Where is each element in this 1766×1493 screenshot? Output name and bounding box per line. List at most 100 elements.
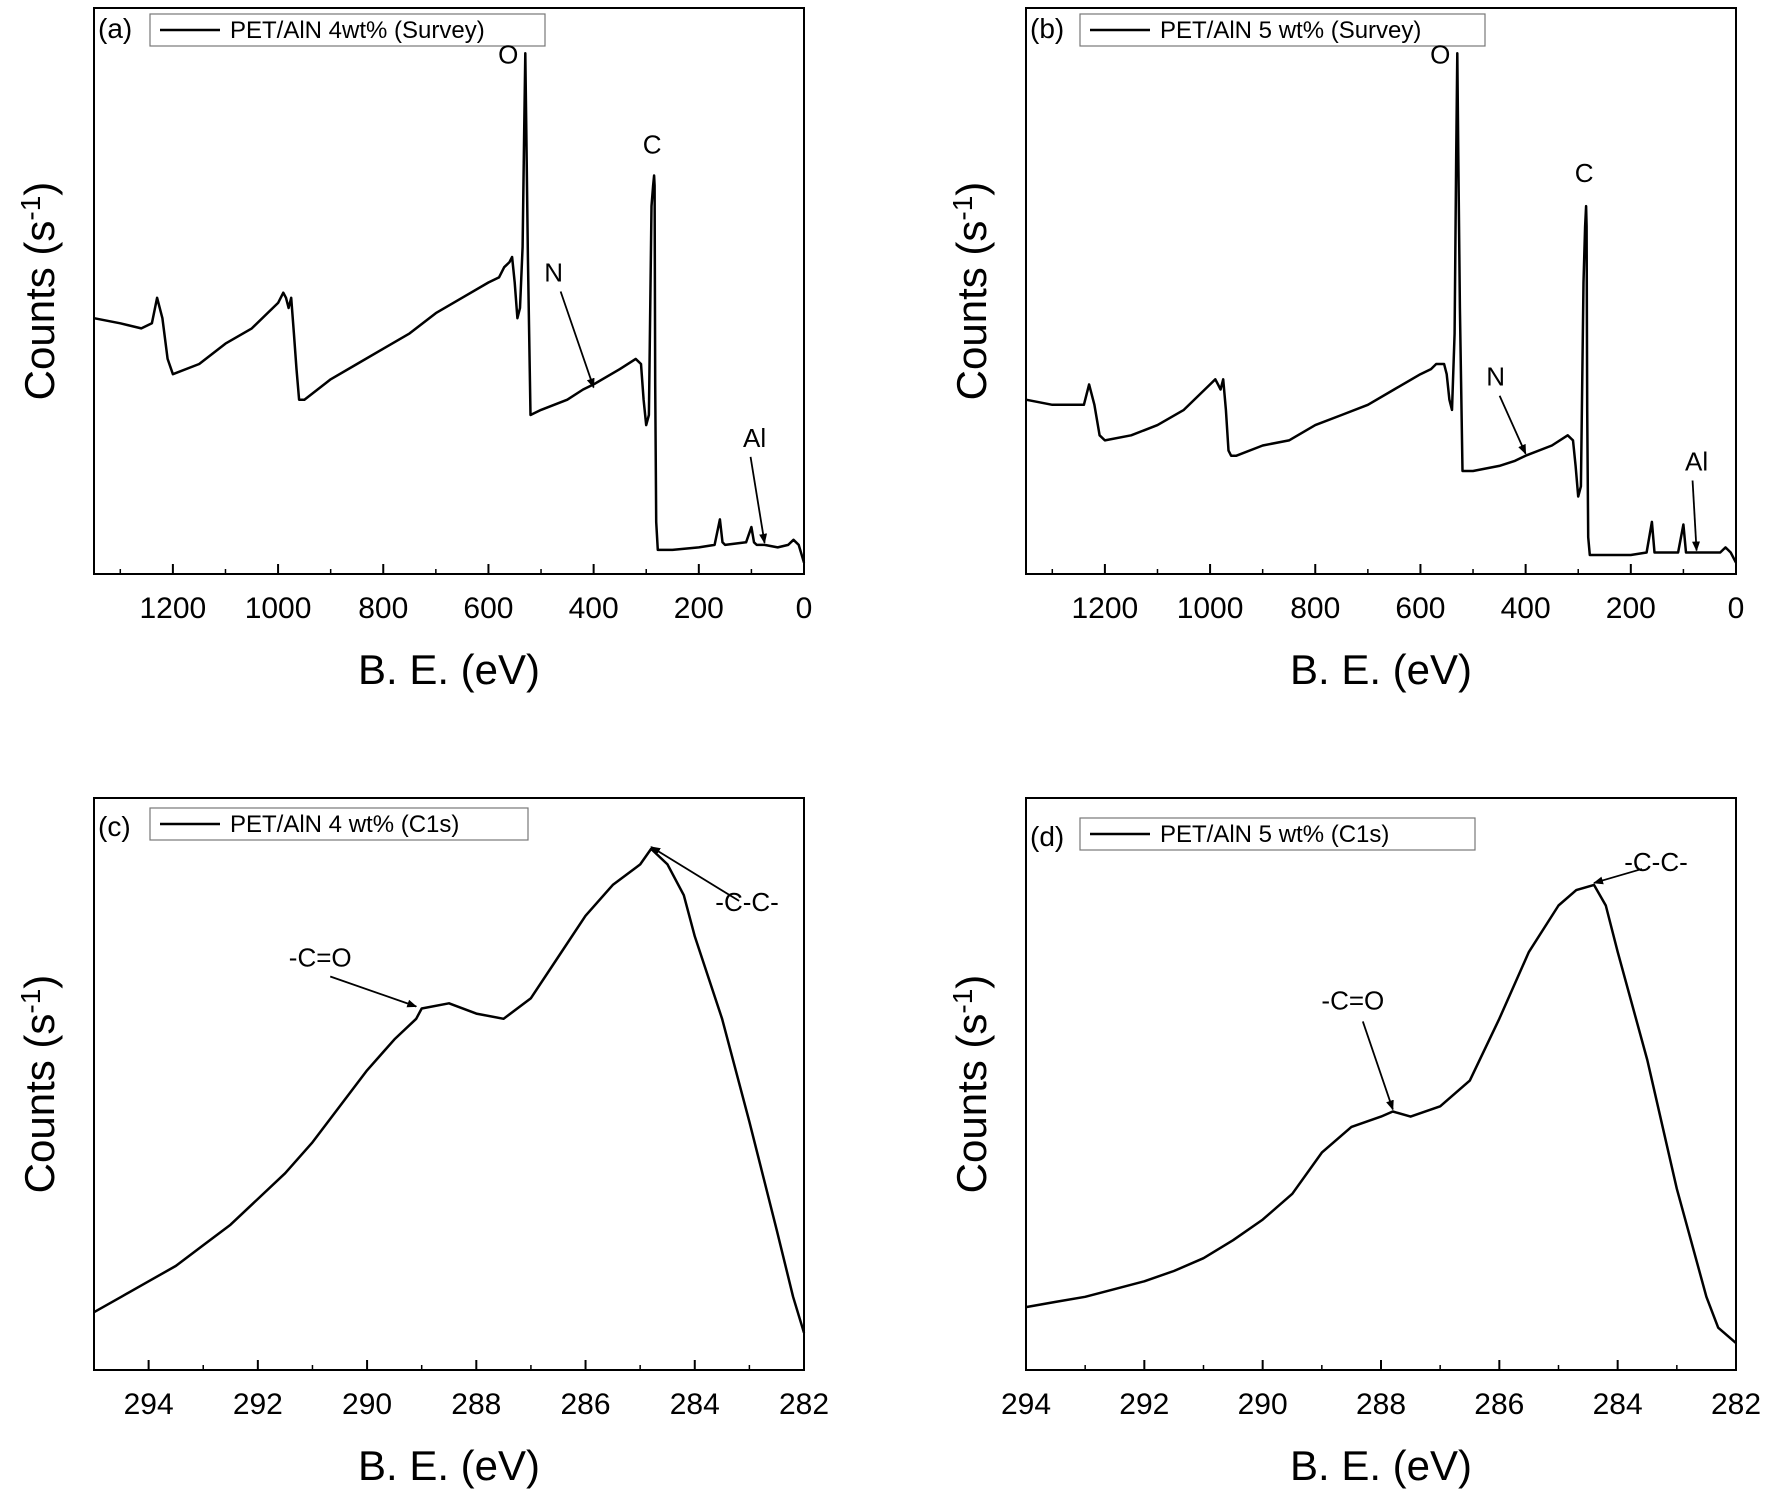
plot-frame (93, 7, 805, 575)
x-tick-label: 400 (1501, 592, 1551, 625)
panel-label: (c) (98, 811, 131, 842)
y-axis-title: Counts (s-1) (15, 182, 63, 401)
panel-b: 1200 1000 800 600 400 200 0 B. E. (eV) Counts (s… (947, 7, 1745, 693)
x-tick-label: 292 (1119, 1388, 1169, 1421)
x-tick-label: 0 (1728, 592, 1745, 625)
x-tick-label: 290 (342, 1388, 392, 1421)
spectrum-line (1025, 52, 1738, 564)
panel-label: (d) (1030, 821, 1064, 852)
x-axis-title: B. E. (eV) (358, 1442, 540, 1489)
x-tick-label: 286 (561, 1388, 611, 1421)
plot-frame (1025, 7, 1737, 575)
y-axis-title-end: ) (948, 975, 995, 989)
x-tick-label: 0 (796, 592, 813, 625)
peak-annotation: Al (743, 423, 768, 544)
peak-annotation: -C-C- (1593, 847, 1688, 885)
x-tick-label: 294 (124, 1388, 174, 1421)
x-axis-title: B. E. (eV) (1290, 1442, 1472, 1489)
peak-annotation: -C=O (289, 942, 418, 1008)
x-tick-label: 1000 (1177, 592, 1244, 625)
annotation-label: C (643, 130, 662, 160)
y-axis-title-end: ) (948, 182, 995, 196)
x-axis-title: B. E. (eV) (1290, 646, 1472, 693)
x-tick-label: 288 (451, 1388, 501, 1421)
legend-label: PET/AlN 5 wt% (C1s) (1160, 821, 1389, 848)
peak-annotation: O (498, 39, 518, 69)
x-tick-label: 1200 (140, 592, 207, 625)
x-axis-title: B. E. (eV) (358, 646, 540, 693)
annotation-arrow (329, 975, 418, 1008)
x-tick-label: 282 (779, 1388, 829, 1421)
spectrum-line (93, 847, 806, 1334)
legend-label: PET/AlN 4wt% (Survey) (230, 17, 485, 44)
x-axis: 294 292 290 288 286 284 282 (1001, 1360, 1761, 1421)
annotation-label: -C-C- (715, 887, 779, 917)
x-tick-label: 294 (1001, 1388, 1051, 1421)
y-axis-title-superscript: -1 (947, 196, 978, 221)
y-axis-title-end: ) (16, 182, 63, 196)
x-tick-label: 600 (463, 592, 513, 625)
annotation-label: -C=O (289, 942, 352, 972)
spectrum-line (93, 52, 806, 564)
peak-annotation: N (1486, 362, 1527, 455)
x-tick-label: 288 (1356, 1388, 1406, 1421)
peak-annotation: C (643, 130, 662, 160)
annotation-label: Al (743, 423, 766, 453)
x-axis: 1200 1000 800 600 400 200 0 (1051, 564, 1745, 625)
y-axis-title-superscript: -1 (15, 989, 46, 1014)
spectrum-line (1025, 883, 1737, 1345)
y-axis-title-main: Counts (s (948, 221, 995, 401)
legend-box (149, 13, 546, 47)
y-axis-title-superscript: -1 (15, 196, 46, 221)
legend: PET/AlN 4wt% (Survey) (149, 13, 546, 47)
x-tick-label: 286 (1474, 1388, 1524, 1421)
annotation-arrow (559, 291, 595, 389)
x-tick-label: 400 (569, 592, 619, 625)
y-axis-title-main: Counts (s (948, 1014, 995, 1194)
x-tick-label: 1000 (245, 592, 312, 625)
legend-label: PET/AlN 5 wt% (Survey) (1160, 17, 1421, 44)
panel-label: (a) (98, 13, 132, 44)
x-tick-label: 800 (358, 592, 408, 625)
plot-frame (93, 797, 805, 1371)
x-axis: 1200 1000 800 600 400 200 0 (119, 564, 813, 625)
x-tick-label: 200 (1606, 592, 1656, 625)
annotation-label: C (1575, 158, 1594, 188)
x-tick-label: 292 (233, 1388, 283, 1421)
panel-a: 1200 1000 800 600 400 200 0 B. E. (eV) Counts (s… (15, 7, 813, 693)
y-axis-title: Counts (s-1) (947, 975, 995, 1194)
annotation-arrow (1361, 1021, 1394, 1111)
legend: PET/AlN 5 wt% (C1s) (1079, 817, 1476, 851)
annotation-arrow (749, 456, 768, 544)
annotation-label: Al (1685, 446, 1708, 476)
y-axis-title-end: ) (16, 975, 63, 989)
x-tick-label: 800 (1290, 592, 1340, 625)
annotation-label: N (544, 257, 563, 287)
annotation-arrow (1498, 395, 1527, 455)
annotation-arrow (1593, 868, 1643, 885)
annotation-label: -C=O (1321, 985, 1384, 1015)
y-axis-title: Counts (s-1) (947, 182, 995, 401)
legend-label: PET/AlN 4 wt% (C1s) (230, 811, 459, 838)
peak-annotation: N (544, 257, 595, 389)
annotation-arrow (650, 846, 740, 902)
y-axis-title-superscript: -1 (947, 989, 978, 1014)
x-tick-label: 1200 (1072, 592, 1139, 625)
y-axis-title-main: Counts (s (16, 1014, 63, 1194)
y-axis-title: Counts (s-1) (15, 975, 63, 1194)
annotation-label: O (1430, 39, 1450, 69)
x-tick-label: 284 (670, 1388, 720, 1421)
peak-annotation: Al (1685, 446, 1708, 552)
peak-annotation: O (1430, 39, 1450, 69)
annotation-label: -C-C- (1624, 847, 1688, 877)
panel-c: 294 292 290 288 286 284 282 B. E. (eV) Counts (s… (15, 797, 829, 1489)
annotation-label: N (1486, 362, 1505, 392)
x-tick-label: 290 (1238, 1388, 1288, 1421)
y-axis-title-main: Counts (s (16, 221, 63, 401)
x-tick-label: 600 (1395, 592, 1445, 625)
peak-annotation: -C-C- (650, 846, 779, 917)
peak-annotation: -C=O (1321, 985, 1394, 1111)
x-axis: 294 292 290 288 286 284 282 (93, 1360, 829, 1421)
panel-d: 294 292 290 288 286 284 282 B. E. (eV) Counts (s… (947, 797, 1761, 1489)
